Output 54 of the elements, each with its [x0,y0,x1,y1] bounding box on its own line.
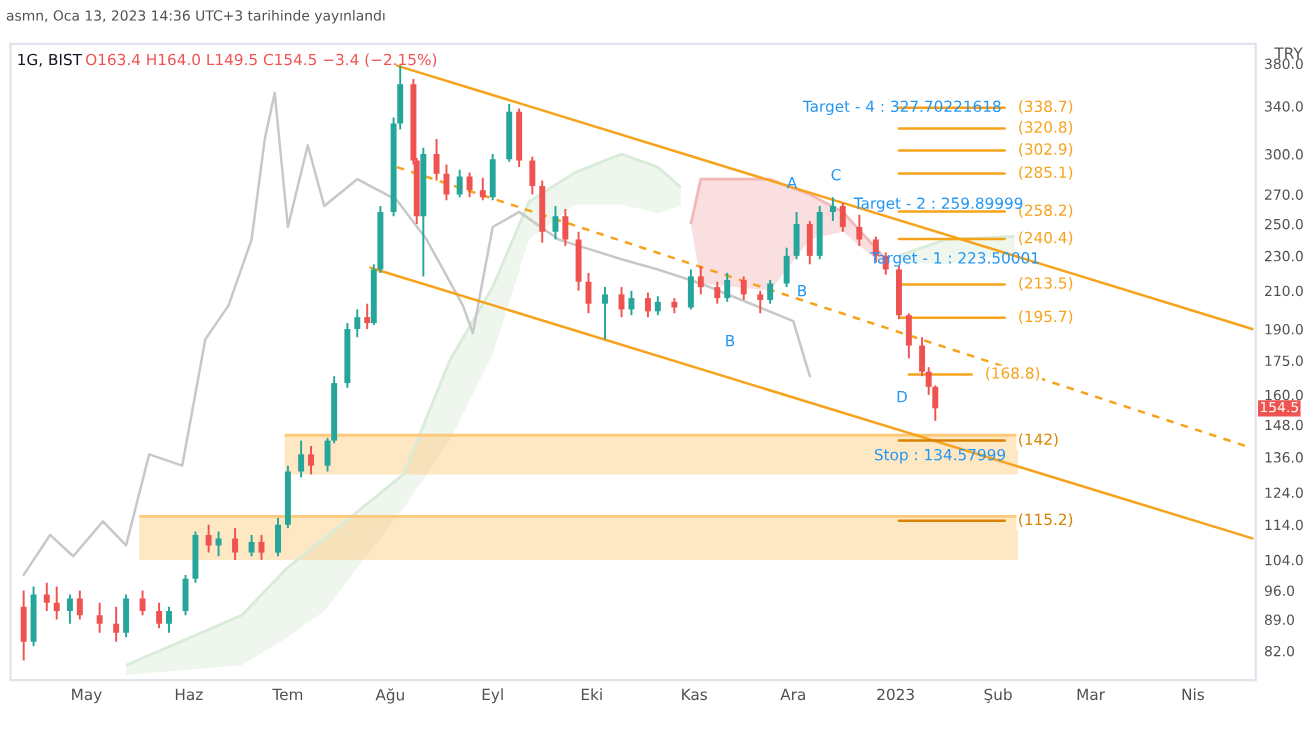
candlestick [562,207,569,247]
candlestick [215,530,222,558]
candlestick [456,168,463,199]
candlestick [529,155,536,196]
candlestick [506,102,513,163]
candlestick [806,219,813,266]
candlestick [298,439,305,479]
candlestick [714,280,721,305]
candlestick [433,138,440,182]
candlestick [139,589,146,617]
candlestick [793,210,800,261]
candlestick [66,593,73,625]
candlestick [816,205,823,261]
candlestick [697,265,704,296]
candlestick [757,289,764,315]
candlestick [30,585,37,648]
candlestick [687,268,694,311]
candlestick [53,585,60,621]
candlestick [192,530,199,584]
candlestick [275,517,281,558]
candlestick [232,527,239,561]
candlestick [248,533,255,558]
candlestick [76,589,83,621]
candlestick [166,605,172,634]
candlestick [628,289,635,317]
candlestick [644,291,651,319]
candlestick [829,196,836,222]
candlestick [205,523,212,554]
candlestick [364,302,371,331]
candlestick [20,589,27,662]
candlestick [466,171,473,199]
candlestick [905,312,912,360]
candlestick [443,163,450,202]
candlestick [113,605,120,643]
candlestick [552,205,559,241]
candlestick [839,202,846,233]
candlestick [767,278,774,305]
candlestick [354,308,361,339]
candlestick [489,153,496,202]
candlestick [96,601,103,634]
candlestick [740,275,747,301]
candlestick [575,230,582,292]
candlestick [856,213,863,247]
candlestick [724,271,731,303]
candlestick [43,581,50,612]
candlestick [123,593,130,639]
candlestick [308,445,315,476]
candlestick [783,246,790,289]
candlestick [156,601,163,630]
candlestick [654,295,661,317]
candlestick [539,179,546,244]
candlestick [895,265,902,321]
candlestick [602,286,608,341]
candlestick [479,176,486,202]
